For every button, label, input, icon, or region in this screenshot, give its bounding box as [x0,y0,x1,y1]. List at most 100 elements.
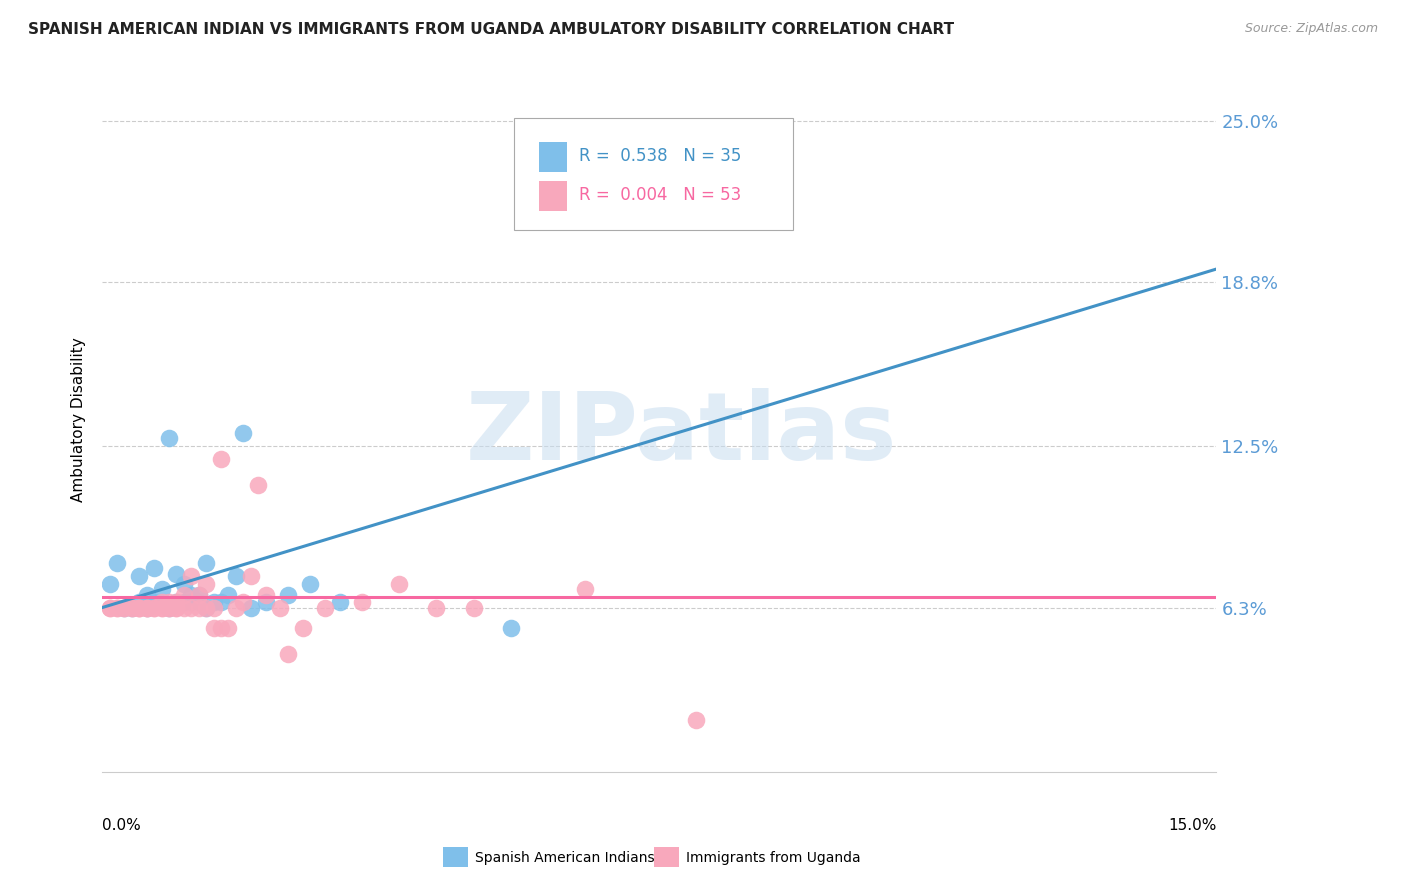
Text: R =  0.538   N = 35: R = 0.538 N = 35 [579,146,741,165]
Point [150,595,173,609]
Point [225,569,247,583]
Point [128,569,150,583]
Point [135,600,157,615]
Point [277,588,299,602]
Y-axis label: Ambulatory Disability: Ambulatory Disability [72,338,86,502]
Point [254,588,277,602]
Point [218,621,240,635]
Point [121,600,143,615]
Point [98,600,121,615]
Point [166,566,188,581]
Point [135,600,157,615]
Point [157,431,180,445]
Point [128,595,150,609]
Point [128,600,150,615]
Point [254,595,277,609]
Point [157,595,180,609]
Point [150,600,173,615]
Point [150,582,173,597]
Point [114,600,136,615]
Point [269,600,291,615]
Point [121,600,143,615]
Point [195,600,218,615]
Point [759,192,782,206]
Point [329,595,352,609]
Point [247,478,270,492]
Point [128,600,150,615]
Point [166,600,188,615]
Text: Immigrants from Uganda: Immigrants from Uganda [686,851,860,865]
Text: Spanish American Indians: Spanish American Indians [475,851,655,865]
Text: 0.0%: 0.0% [103,819,141,833]
Point [277,648,299,662]
Point [239,600,262,615]
Point [388,577,411,591]
Point [209,595,232,609]
Point [225,600,247,615]
Point [105,600,128,615]
Point [135,588,157,602]
Point [143,595,166,609]
Point [195,556,218,570]
Point [187,588,209,602]
Point [150,600,173,615]
Point [209,452,232,467]
Point [299,577,322,591]
Point [157,600,180,615]
Point [98,577,121,591]
Point [114,600,136,615]
Point [499,621,522,635]
Point [143,600,166,615]
Point [314,600,336,615]
Point [291,621,314,635]
Point [157,600,180,615]
Point [128,600,150,615]
Point [105,600,128,615]
Point [352,595,374,609]
Point [98,600,121,615]
Point [105,556,128,570]
Point [166,600,188,615]
Point [463,600,485,615]
Point [180,595,202,609]
FancyBboxPatch shape [538,181,567,211]
Point [685,713,707,727]
Point [166,595,188,609]
Point [173,595,195,609]
Point [425,600,447,615]
Point [114,600,136,615]
Point [195,600,218,615]
Point [187,595,209,609]
Text: R =  0.004   N = 53: R = 0.004 N = 53 [579,186,741,204]
Point [173,588,195,602]
Point [232,426,254,441]
Point [202,600,225,615]
Point [143,561,166,575]
FancyBboxPatch shape [538,142,567,172]
Point [173,577,195,591]
FancyBboxPatch shape [515,118,793,230]
Point [202,595,225,609]
Point [173,600,195,615]
Point [239,569,262,583]
Point [209,621,232,635]
Point [574,582,596,597]
Text: ZIPatlas: ZIPatlas [465,388,897,480]
Text: SPANISH AMERICAN INDIAN VS IMMIGRANTS FROM UGANDA AMBULATORY DISABILITY CORRELAT: SPANISH AMERICAN INDIAN VS IMMIGRANTS FR… [28,22,955,37]
Text: Source: ZipAtlas.com: Source: ZipAtlas.com [1244,22,1378,36]
Point [187,600,209,615]
Point [195,577,218,591]
Point [232,595,254,609]
Point [157,600,180,615]
Point [180,600,202,615]
Point [143,600,166,615]
Point [135,600,157,615]
Point [218,588,240,602]
Point [187,588,209,602]
Text: 15.0%: 15.0% [1168,819,1216,833]
Point [180,569,202,583]
Point [135,600,157,615]
Point [166,595,188,609]
Point [202,621,225,635]
Point [121,600,143,615]
